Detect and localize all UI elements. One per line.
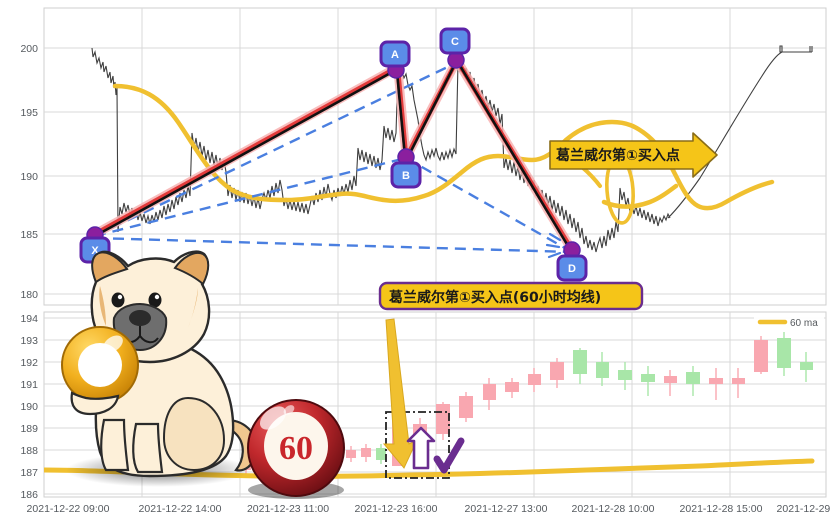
ball-sixty: 60 <box>247 399 345 499</box>
legend-60ma[interactable]: 60 ma <box>754 313 824 331</box>
x-axis: 2021-12-22 09:00 2021-12-22 14:00 2021-1… <box>27 503 833 515</box>
dashed-line-x-to-d <box>94 236 573 254</box>
upper-ytick: 185 <box>20 229 38 241</box>
marker-c[interactable]: C <box>439 27 471 69</box>
lower-callout-box <box>378 281 644 311</box>
upper-y-axis: 200 195 190 185 180 <box>20 43 38 301</box>
upper-ytick: 200 <box>20 43 38 55</box>
dog-haunch <box>162 396 226 472</box>
ball-one-highlight <box>103 335 123 353</box>
xtick-label: 2021-12-29 13:00 <box>777 503 833 515</box>
ball-sixty-highlight-small <box>283 405 295 415</box>
marker-a-box <box>379 40 411 68</box>
upper-ytick: 190 <box>20 171 38 183</box>
dog-ear-right <box>173 252 210 286</box>
upper-annotation-callout[interactable]: 葛兰威尔第①买入点 <box>549 132 718 178</box>
dog-front-leg-right <box>132 422 164 474</box>
upper-ytick: 180 <box>20 289 38 301</box>
dog-face-patch-left <box>99 286 106 326</box>
upper-callout-arrow-shape <box>549 132 718 178</box>
xtick-label: 2021-12-27 13:00 <box>465 503 548 515</box>
trend-black-overlay <box>93 62 573 253</box>
lower-ytick: 188 <box>20 445 38 457</box>
handdrawn-underline <box>601 183 679 209</box>
lower-ytick: 189 <box>20 423 38 435</box>
ball-one-white-circle <box>78 343 122 387</box>
xtick-label: 2021-12-23 16:00 <box>355 503 438 515</box>
candle-group-rally <box>436 332 813 440</box>
spark-lines-at-d <box>545 232 562 259</box>
ball-sixty-number: 60 <box>279 430 313 467</box>
marker-d-box <box>556 254 588 282</box>
ball-sixty-white-circle <box>264 412 328 480</box>
dog-ear-left <box>91 251 129 284</box>
upper-ma60-line <box>112 83 775 211</box>
xtick-label: 2021-12-28 15:00 <box>680 503 763 515</box>
xtick-label: 2021-12-23 11:00 <box>247 503 329 515</box>
upper-series-group <box>90 45 813 259</box>
lower-ytick: 194 <box>20 313 38 325</box>
lower-ytick: 190 <box>20 401 38 413</box>
marker-b[interactable]: B <box>390 148 422 189</box>
lower-ytick: 186 <box>20 489 38 501</box>
dashed-line-b-to-d <box>405 156 573 254</box>
marker-c-box <box>439 27 471 55</box>
dog-eye-left <box>111 292 125 308</box>
dashed-line-x-to-c <box>94 60 459 238</box>
dog-nose <box>129 310 151 326</box>
xtick-label: 2021-12-28 10:00 <box>572 503 655 515</box>
ball-one-number: 1 <box>93 351 108 384</box>
marker-b-box <box>390 161 422 189</box>
marker-d[interactable]: D <box>556 241 588 282</box>
marker-b-label: B <box>402 170 410 182</box>
legend-label: 60 ma <box>790 318 818 329</box>
lower-annotation-callout[interactable]: 葛兰威尔第①买入点(60小时均线) <box>378 281 644 311</box>
xtick-label: 2021-12-22 09:00 <box>27 503 110 515</box>
marker-x-label: X <box>91 245 99 257</box>
ball-sixty-highlight <box>259 406 287 430</box>
upper-callout-label: 葛兰威尔第①买入点 <box>555 147 680 164</box>
lower-y-axis: 194 193 192 191 190 189 188 187 186 <box>20 313 38 501</box>
marker-a[interactable]: A <box>379 40 411 79</box>
buy-up-arrow <box>406 426 436 470</box>
xtick-label: 2021-12-22 14:00 <box>139 503 222 515</box>
price-line-series <box>91 47 671 253</box>
lower-ytick: 192 <box>20 357 38 369</box>
lower-ytick: 187 <box>20 467 38 479</box>
marker-c-label: C <box>451 36 459 48</box>
dog-paw-on-ball <box>70 391 120 416</box>
lower-ytick: 191 <box>20 379 38 391</box>
upper-ytick: 195 <box>20 107 38 119</box>
ball-one: 1 <box>61 326 139 404</box>
buy-check-icon <box>433 437 465 474</box>
lower-ytick: 193 <box>20 335 38 347</box>
dog-front-leg-left <box>100 418 130 472</box>
marker-a-label: A <box>391 49 399 61</box>
marker-d-label: D <box>568 263 576 275</box>
lower-callout-label: 葛兰威尔第①买入点(60小时均线) <box>388 289 601 306</box>
legend-background <box>754 313 824 331</box>
signal-down-arrow <box>382 318 419 469</box>
